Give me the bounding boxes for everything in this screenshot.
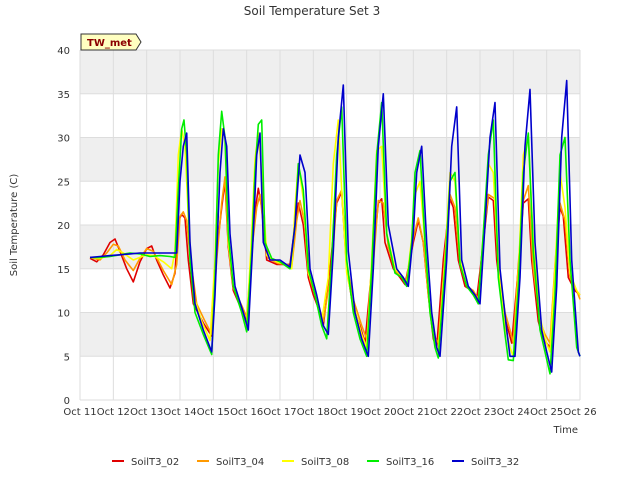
x-tick-label: Oct 26 [563,407,596,418]
y-tick-label: 20 [57,221,70,232]
x-tick-label: Oct 16 [230,407,263,418]
x-tick-label: Oct 17 [263,407,296,418]
y-tick-label: 25 [57,177,70,188]
legend-item-soilt3_32: SoilT3_32 [452,457,519,468]
x-tick-label: Oct 13 [130,407,163,418]
y-tick-label: 5 [64,352,70,363]
badge-label: TW_met [87,38,132,49]
legend-label: SoilT3_32 [471,457,519,468]
x-tick-label: Oct 24 [497,407,530,418]
x-axis-ticks: Oct 11 Oct 12 Oct 13 Oct 14 Oct 15 Oct 16 Oct … [63,407,596,418]
y-tick-label: 15 [57,265,70,276]
x-tick-label: Oct 25 [530,407,563,418]
x-tick-label: Oct 23 [463,407,496,418]
y-tick-label: 0 [64,396,70,407]
chart-title: Soil Temperature Set 3 [244,4,380,18]
y-tick-label: 35 [57,90,70,101]
series-lines [89,79,581,375]
legend-item-soilt3_16: SoilT3_16 [367,457,434,468]
y-tick-label: 10 [57,309,70,320]
y-axis-ticks: 0 5 10 15 20 25 30 35 40 [57,46,70,407]
series-line-soilt3_16 [90,101,581,375]
y-tick-label: 30 [57,134,70,145]
y-axis-title: Soil Temperature (C) [9,174,20,277]
x-tick-label: Oct 15 [197,407,230,418]
x-tick-label: Oct 14 [163,407,196,418]
legend-item-soilt3_04: SoilT3_04 [197,457,264,468]
x-tick-label: Oct 19 [330,407,363,418]
badge-shape [80,33,142,51]
tw-met-badge: TW_met [80,33,142,51]
legend-label: SoilT3_08 [301,457,349,468]
x-tick-label: Oct 20 [363,407,396,418]
series-line-soilt3_32 [89,79,581,373]
x-tick-label: Oct 11 [63,407,96,418]
legend: SoilT3_02 SoilT3_04 SoilT3_08 SoilT3_16 Soil… [112,457,519,468]
x-tick-label: Oct 18 [297,407,330,418]
legend-label: SoilT3_04 [216,457,264,468]
x-tick-label: Oct 21 [397,407,430,418]
y-tick-label: 40 [57,46,70,57]
legend-label: SoilT3_16 [386,457,434,468]
plot-band [80,137,580,182]
x-tick-label: Oct 22 [430,407,463,418]
legend-item-soilt3_02: SoilT3_02 [112,457,179,468]
legend-item-soilt3_08: SoilT3_08 [282,457,349,468]
x-tick-label: Oct 12 [97,407,130,418]
plot-band [80,50,580,94]
plot-band [80,312,580,357]
legend-label: SoilT3_02 [131,457,179,468]
x-axis-title: Time [553,425,578,436]
